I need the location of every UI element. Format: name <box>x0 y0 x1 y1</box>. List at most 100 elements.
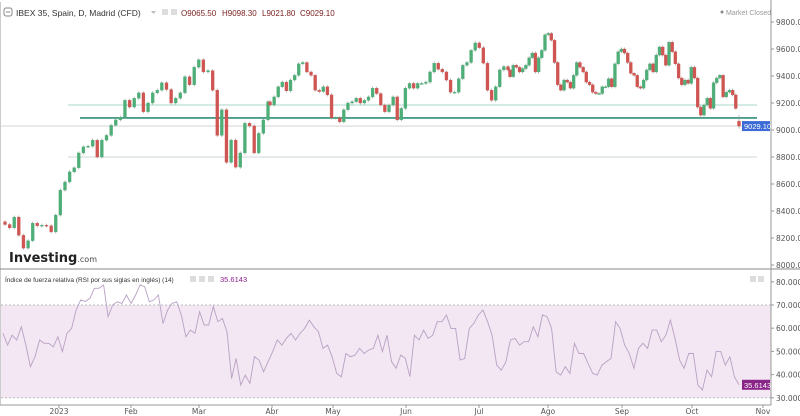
svg-text:H9098.30: H9098.30 <box>222 9 257 18</box>
candle <box>261 118 266 135</box>
candle-body <box>469 50 473 63</box>
move-down-icon[interactable] <box>758 276 764 282</box>
candle-body <box>734 94 738 109</box>
price-axis[interactable]: 9800.00 9600.00 9400.00 9200.00 9000.00 8800.… <box>771 18 800 270</box>
candle-body <box>169 89 173 104</box>
candle <box>730 88 735 97</box>
candle-body <box>305 62 309 73</box>
candle <box>305 61 309 74</box>
candle <box>680 76 684 87</box>
hide-icon[interactable] <box>171 9 177 15</box>
candle-body <box>461 65 465 79</box>
candle <box>718 73 722 80</box>
rsi-tick-label: 50.0000 <box>776 347 800 356</box>
candle-body <box>641 79 646 89</box>
candle-body <box>403 88 408 109</box>
candle <box>197 58 201 69</box>
time-tick-label: Ago <box>541 407 556 416</box>
candle <box>524 63 528 71</box>
candle-body <box>416 83 420 89</box>
candle <box>641 78 646 90</box>
candle-body <box>26 240 30 249</box>
candle <box>708 96 713 110</box>
candle <box>616 50 620 66</box>
close-value: 9029.10 <box>306 9 335 18</box>
time-tick-label: Feb <box>124 407 138 416</box>
candle-body <box>686 79 690 84</box>
candle <box>407 81 412 90</box>
status-dot-icon <box>720 10 724 14</box>
candle <box>338 116 342 124</box>
candle <box>243 121 247 155</box>
symbol-title[interactable]: IBEX 35, Spain, D, Madrid (CFD) <box>16 8 141 18</box>
candle-body <box>711 82 716 109</box>
time-tick-label: Oct <box>686 407 699 416</box>
close-icon[interactable] <box>208 276 214 282</box>
candle <box>571 73 576 90</box>
candle-body <box>689 67 693 84</box>
time-tick-label: Jul <box>473 407 483 416</box>
rsi-title[interactable]: Índice de fuerza relativa (RSI por sus s… <box>5 275 174 284</box>
settings-icon[interactable] <box>190 276 196 282</box>
candle <box>715 76 719 85</box>
rsi-header: Índice de fuerza relativa (RSI por sus s… <box>5 275 764 284</box>
time-tick-label: Nov <box>756 407 771 416</box>
candle-body <box>407 83 412 89</box>
candle-body <box>511 65 515 77</box>
candle-body <box>72 167 76 173</box>
collapse-icon[interactable] <box>3 7 13 17</box>
candle <box>325 85 330 97</box>
time-axis[interactable]: 2023 Feb Mar Abr May Jun Jul Ago Sep Oct Nov <box>49 405 771 416</box>
candle-body <box>123 100 127 118</box>
candle-body <box>705 98 709 106</box>
candle-body <box>721 75 725 98</box>
candle <box>578 61 582 69</box>
rsi-value-label-box <box>742 379 770 390</box>
candle-body <box>40 225 44 227</box>
candle <box>635 73 639 89</box>
horizontal-levels[interactable] <box>0 104 771 158</box>
candle-body <box>489 90 494 101</box>
candle <box>737 115 741 129</box>
candle-body <box>276 86 280 98</box>
candle-body <box>667 42 671 66</box>
candle <box>26 239 30 250</box>
candle-body <box>362 100 367 104</box>
candle-body <box>63 181 67 191</box>
candle-body <box>645 69 649 81</box>
candle <box>610 77 614 89</box>
candle-body <box>440 69 444 73</box>
candle <box>506 65 510 72</box>
candle <box>375 86 379 96</box>
candle-body <box>661 46 665 56</box>
candle <box>104 133 109 142</box>
rsi-axis[interactable]: 80.0000 70.0000 60.0000 50.0000 40.0000 30.00… <box>771 278 800 403</box>
candle <box>40 223 44 228</box>
candle <box>546 31 550 37</box>
candle-body <box>715 77 719 83</box>
candle-body <box>164 82 169 90</box>
candle-body <box>453 92 457 94</box>
candle-body <box>664 54 668 66</box>
candle-body <box>514 65 519 68</box>
candle <box>391 95 395 107</box>
candle-body <box>215 90 219 136</box>
candle <box>626 51 630 64</box>
candle-body <box>234 139 238 168</box>
candle-body <box>261 119 266 134</box>
candle-body <box>391 96 395 106</box>
candle-body <box>399 108 403 121</box>
hide-icon[interactable] <box>199 276 205 282</box>
chevron-down-icon[interactable] <box>151 11 156 14</box>
candle-body <box>187 76 192 85</box>
candle <box>565 78 569 84</box>
candle <box>317 88 321 94</box>
candle-body <box>266 101 270 121</box>
candle <box>321 85 325 94</box>
candle <box>673 50 678 66</box>
current-price-label-box <box>742 121 770 132</box>
settings-icon[interactable] <box>162 9 168 15</box>
candle <box>366 95 371 102</box>
move-up-icon[interactable] <box>750 276 756 282</box>
candle-body <box>104 135 109 141</box>
